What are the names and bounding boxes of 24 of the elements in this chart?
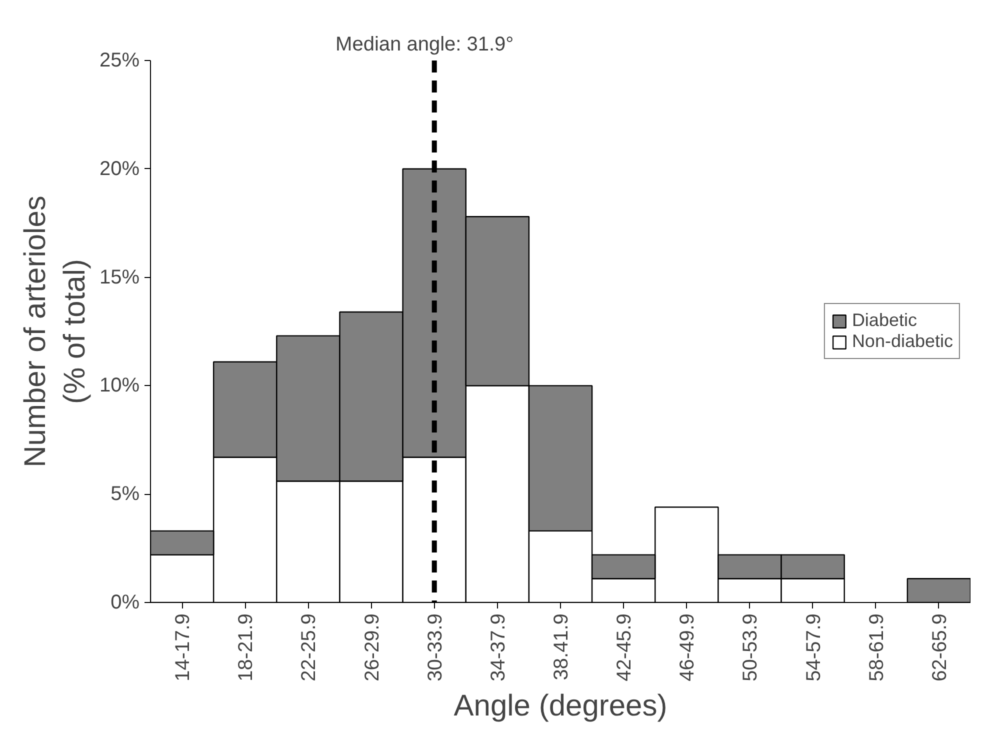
x-tick-label: 26-29.9	[361, 613, 384, 682]
y-tick-label: 5%	[110, 483, 140, 506]
legend-label: Diabetic	[852, 310, 917, 331]
x-tick-label: 42-45.9	[614, 613, 636, 682]
x-tick-label: 34-37.9	[487, 613, 510, 682]
x-tick-label: 30-33.9	[424, 613, 446, 682]
x-axis-title: Angle (degrees)	[454, 689, 668, 722]
x-tick-label: 22-25.9	[298, 613, 320, 682]
x-tick-label: 54-57.9	[802, 613, 825, 682]
y-tick-label: 15%	[99, 266, 140, 288]
x-tick-label: 38.41.9	[550, 613, 572, 680]
y-axis-title: Number of arterioles (% of total)	[18, 196, 92, 468]
x-tick-label: 50-53.9	[740, 613, 762, 682]
y-tick-label: 20%	[99, 158, 140, 180]
x-tick-label: 62-65.9	[928, 613, 951, 682]
y-tick-label: 10%	[99, 374, 140, 397]
x-tick-label: 46-49.9	[676, 613, 699, 682]
x-tick-label: 14-17.9	[172, 613, 194, 682]
y-tick-label: 25%	[99, 50, 140, 72]
ref-line-label: Median angle: 31.9°	[336, 34, 514, 56]
x-tick-label: 18-21.9	[235, 613, 258, 682]
legend-label: Non-diabetic	[852, 331, 953, 352]
y-tick-label: 0%	[110, 592, 140, 614]
x-tick-label: 58-61.9	[866, 613, 888, 682]
